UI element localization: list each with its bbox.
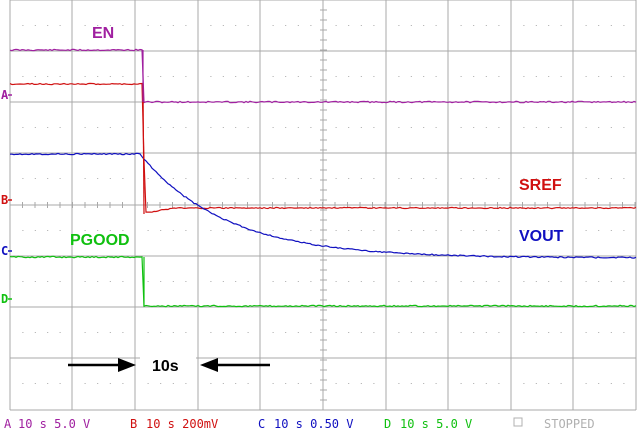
stopped-square-icon (513, 417, 523, 427)
time-span-annotation: 10s (68, 352, 270, 376)
arrow-left-icon (200, 358, 218, 372)
label-pgood: PGOOD (70, 232, 130, 249)
time-span-background (140, 352, 196, 376)
trace-vout (10, 152, 637, 259)
label-en: EN (92, 25, 114, 42)
status-bar: A 10 s 5.0 V B 10 s 200mV C 10 s 0.50 V … (4, 417, 595, 431)
arrow-right-icon (118, 358, 136, 372)
label-sref: SREF (519, 177, 562, 194)
channel-marker-a: A (1, 88, 9, 102)
status-ch-a: 10 s 5.0 V (18, 417, 90, 431)
status-state: STOPPED (544, 417, 595, 431)
status-ch-c-marker: C (258, 417, 265, 431)
label-time-span: 10s (152, 358, 179, 375)
label-vout: VOUT (519, 228, 564, 245)
channel-marker-d: D (1, 292, 8, 306)
status-ch-a-marker: A (4, 417, 12, 431)
trace-pgood (9, 255, 637, 308)
status-ch-b: 10 s 200mV (146, 417, 218, 431)
trace-sref-edge (142, 83, 145, 215)
channel-marker-b: B (1, 193, 8, 207)
status-ch-b-marker: B (130, 417, 137, 431)
trace-en (9, 48, 637, 104)
channel-marker-c: C (1, 244, 8, 258)
trace-sref (9, 82, 637, 213)
graticule (9, 0, 637, 411)
status-ch-d: 10 s 5.0 V (400, 417, 472, 431)
status-ch-c: 10 s 0.50 V (274, 417, 353, 431)
status-ch-d-marker: D (384, 417, 391, 431)
